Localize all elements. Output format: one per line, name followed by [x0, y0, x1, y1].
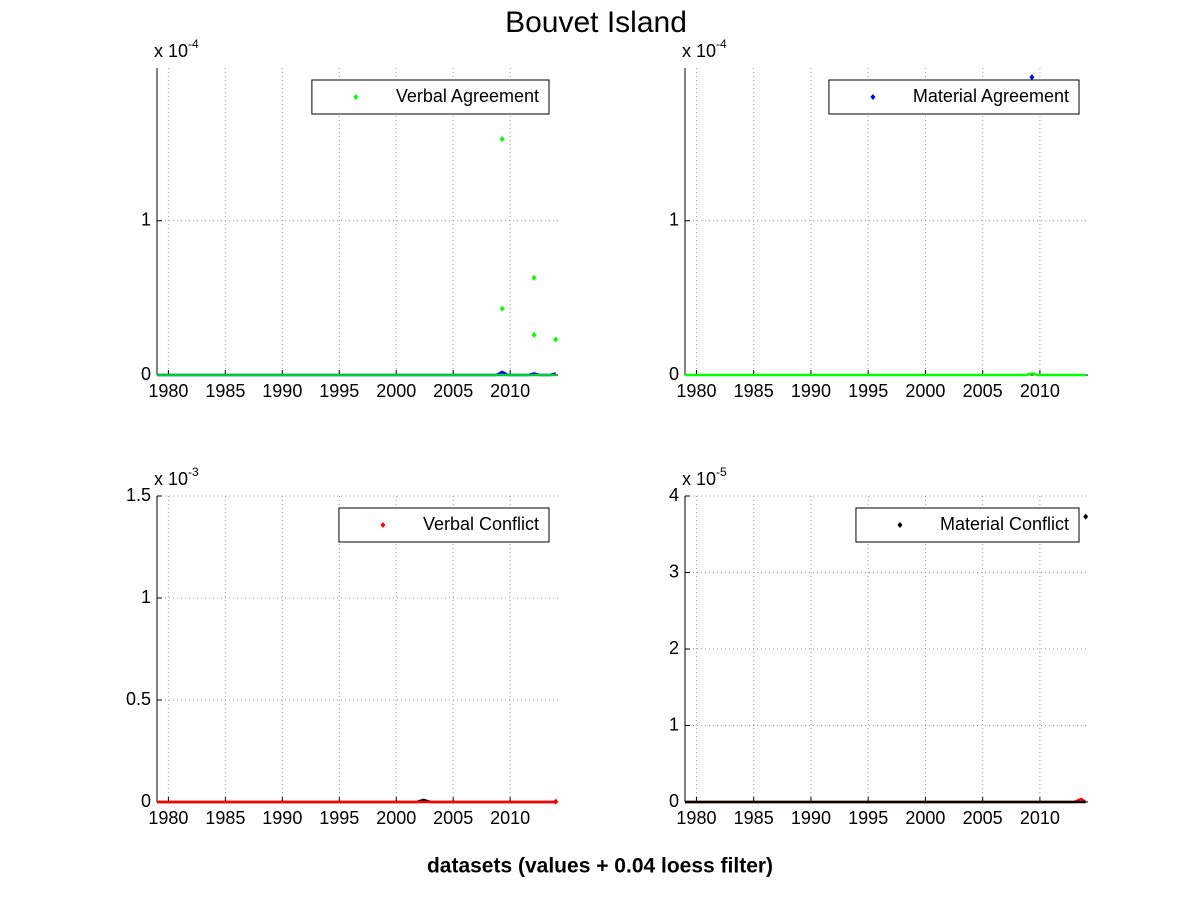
- y-multiplier-base: x 10: [682, 469, 716, 489]
- x-tick-label: 2000: [905, 808, 945, 828]
- x-tick-label: 1990: [791, 808, 831, 828]
- x-tick-label: 2000: [905, 381, 945, 401]
- data-point: [531, 331, 537, 338]
- x-tick-label: 2010: [490, 808, 530, 828]
- legend-label: Verbal Conflict: [423, 514, 539, 534]
- legend-marker: [353, 94, 359, 100]
- data-point: [1029, 74, 1035, 81]
- x-tick-label: 2005: [433, 808, 473, 828]
- data-point: [499, 135, 505, 142]
- y-multiplier-exponent: -4: [716, 37, 727, 51]
- y-multiplier-exponent: -5: [716, 465, 727, 479]
- x-tick-label: 1985: [205, 381, 245, 401]
- y-multiplier-base: x 10: [682, 41, 716, 61]
- x-tick-label: 2010: [490, 381, 530, 401]
- x-tick-label: 1990: [262, 381, 302, 401]
- y-multiplier-exponent: -4: [188, 37, 199, 51]
- x-tick-label: 2000: [376, 808, 416, 828]
- legend-marker: [380, 522, 386, 528]
- data-point: [499, 305, 505, 312]
- legend-label: Material Agreement: [913, 86, 1069, 106]
- data-point: [1083, 513, 1089, 520]
- y-multiplier-base: x 10: [154, 469, 188, 489]
- legend-label: Verbal Agreement: [396, 86, 539, 106]
- data-point: [553, 336, 559, 343]
- y-tick-label: 1: [141, 209, 151, 229]
- data-point: [531, 274, 537, 281]
- x-tick-label: 2000: [376, 381, 416, 401]
- x-tick-label: 2005: [963, 808, 1003, 828]
- figure-title: Bouvet Island: [505, 6, 687, 39]
- x-tick-label: 1980: [148, 381, 188, 401]
- legend-marker: [870, 94, 876, 100]
- legend-label: Material Conflict: [940, 514, 1069, 534]
- y-tick-label: 0: [669, 791, 679, 811]
- y-multiplier: x 10-3: [154, 465, 199, 489]
- y-multiplier-exponent: -3: [188, 465, 199, 479]
- y-tick-label: 3: [669, 561, 679, 581]
- x-tick-label: 2010: [1020, 808, 1060, 828]
- x-tick-label: 2005: [963, 381, 1003, 401]
- legend-box: [338, 507, 550, 543]
- x-tick-label: 1995: [848, 808, 888, 828]
- legend-box: [311, 79, 550, 115]
- y-tick-label: 0: [141, 791, 151, 811]
- x-tick-label: 1990: [791, 381, 831, 401]
- y-multiplier-base: x 10: [154, 41, 188, 61]
- x-tick-label: 1985: [734, 808, 774, 828]
- x-tick-label: 1985: [734, 381, 774, 401]
- y-tick-label: 1.5: [126, 485, 151, 505]
- x-tick-label: 1995: [319, 381, 359, 401]
- y-multiplier: x 10-4: [682, 37, 727, 61]
- x-tick-label: 2010: [1020, 381, 1060, 401]
- x-tick-label: 1990: [262, 808, 302, 828]
- y-tick-label: 1: [669, 209, 679, 229]
- x-tick-label: 1980: [148, 808, 188, 828]
- y-multiplier: x 10-5: [682, 465, 727, 489]
- y-tick-label: 0.5: [126, 689, 151, 709]
- x-tick-label: 1980: [676, 381, 716, 401]
- y-tick-label: 1: [669, 714, 679, 734]
- x-tick-label: 1995: [848, 381, 888, 401]
- loess-line: [685, 372, 1086, 377]
- x-tick-label: 2005: [433, 381, 473, 401]
- legend-box: [855, 507, 1080, 543]
- y-tick-label: 0: [669, 364, 679, 384]
- x-axis-label: datasets (values + 0.04 loess filter): [427, 855, 773, 878]
- y-tick-label: 0: [141, 364, 151, 384]
- y-tick-label: 2: [669, 638, 679, 658]
- y-tick-label: 1: [141, 587, 151, 607]
- legend-marker: [897, 522, 903, 528]
- x-tick-label: 1985: [205, 808, 245, 828]
- y-tick-label: 4: [669, 485, 679, 505]
- y-multiplier: x 10-4: [154, 37, 199, 61]
- x-tick-label: 1995: [319, 808, 359, 828]
- x-tick-label: 1980: [676, 808, 716, 828]
